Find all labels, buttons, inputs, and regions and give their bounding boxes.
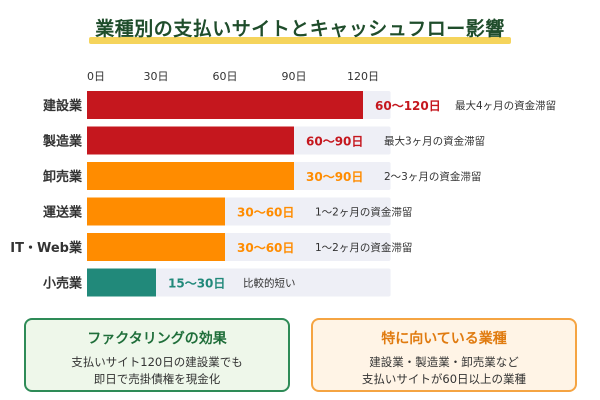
chart-title-text: 業種別の支払いサイトとキャッシュフロー影響 — [95, 18, 505, 40]
title-wrap: 業種別の支払いサイトとキャッシュフロー影響 — [0, 14, 600, 44]
category-label: 運送業 — [43, 205, 83, 221]
range-label: 30〜60日 — [237, 241, 294, 255]
x-tick-label: 60日 — [213, 70, 238, 83]
category-label: 製造業 — [42, 134, 83, 150]
category-label: IT・Web業 — [10, 240, 83, 256]
bar — [87, 162, 294, 190]
x-tick-label: 30日 — [144, 70, 169, 83]
bar — [87, 91, 363, 119]
category-label: 卸売業 — [43, 169, 83, 185]
bar — [87, 126, 294, 155]
range-label: 30〜60日 — [237, 206, 294, 220]
factoring-effect-line-2: 即日で売掛債権を現金化 — [93, 372, 221, 386]
range-label: 60〜120日 — [375, 99, 441, 113]
bar-track — [87, 268, 391, 297]
factoring-effect-card: ファクタリングの効果 支払いサイト120日の建設業でも 即日で売掛債権を現金化 — [24, 318, 290, 392]
note-label: 2〜3ヶ月の資金滞留 — [384, 170, 481, 183]
x-tick-label: 0日 — [87, 70, 105, 83]
category-label: 建設業 — [43, 98, 83, 114]
note-label: 1〜2ヶ月の資金滞留 — [315, 241, 412, 254]
bar — [87, 197, 225, 226]
chart-title: 業種別の支払いサイトとキャッシュフロー影響 — [89, 14, 511, 44]
note-label: 最大3ヶ月の資金滞留 — [384, 135, 485, 148]
x-tick-label: 120日 — [347, 70, 379, 83]
factoring-effect-title: ファクタリングの効果 — [87, 331, 227, 347]
note-label: 比較的短い — [243, 277, 296, 290]
range-label: 30〜90日 — [306, 170, 363, 184]
suitable-industries-card: 特に向いている業種 建設業・製造業・卸売業など 支払いサイトが60日以上の業種 — [311, 318, 577, 392]
range-label: 15〜30日 — [168, 277, 225, 291]
note-label: 最大4ヶ月の資金滞留 — [455, 99, 556, 112]
bar — [87, 233, 225, 261]
suitable-industries-title: 特に向いている業種 — [381, 331, 507, 347]
bar — [87, 268, 156, 297]
range-label: 60〜90日 — [306, 135, 363, 149]
factoring-effect-line-1: 支払いサイト120日の建設業でも — [71, 355, 243, 369]
note-label: 1〜2ヶ月の資金滞留 — [315, 206, 412, 219]
suitable-industries-line-1: 建設業・製造業・卸売業など — [369, 355, 519, 369]
suitable-industries-line-2: 支払いサイトが60日以上の業種 — [361, 372, 527, 386]
x-tick-label: 90日 — [282, 70, 307, 83]
category-label: 小売業 — [43, 276, 83, 292]
